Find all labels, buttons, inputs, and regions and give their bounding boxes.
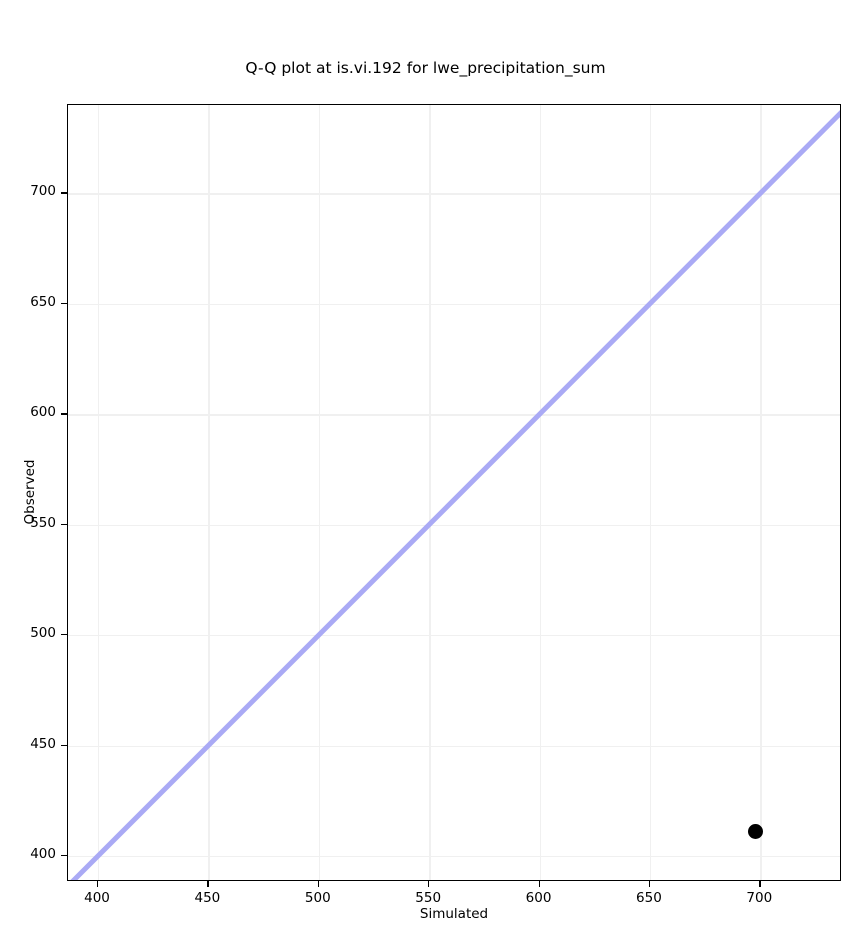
gridline-horizontal bbox=[68, 524, 840, 527]
y-tick-label: 700 bbox=[30, 183, 56, 200]
gridline-vertical bbox=[318, 105, 321, 880]
x-tick-mark bbox=[317, 881, 320, 887]
gridline-vertical bbox=[98, 105, 100, 880]
one-to-one-reference-line bbox=[70, 110, 840, 880]
y-tick-mark bbox=[61, 192, 67, 194]
y-tick-mark bbox=[61, 413, 67, 415]
title-line-1: Q-Q plot at is.vi.192 for lwe_precipitat… bbox=[245, 59, 606, 77]
gridline-vertical bbox=[649, 105, 652, 880]
gridline-vertical bbox=[429, 105, 431, 880]
x-tick-label: 700 bbox=[746, 890, 773, 906]
gridline-vertical bbox=[208, 105, 210, 880]
x-tick-label: 600 bbox=[525, 890, 552, 906]
x-tick-label: 650 bbox=[636, 890, 662, 906]
y-tick-label: 600 bbox=[30, 404, 56, 421]
plot-area bbox=[67, 104, 841, 881]
y-tick-label: 500 bbox=[30, 625, 56, 642]
data-point bbox=[748, 824, 764, 840]
y-axis-label: Observed bbox=[22, 459, 38, 525]
y-tick-mark bbox=[61, 744, 67, 746]
gridline-horizontal bbox=[68, 303, 840, 306]
x-tick-label: 500 bbox=[304, 890, 331, 906]
x-tick-mark bbox=[648, 881, 651, 887]
gridline-vertical bbox=[760, 105, 762, 880]
y-tick-label: 450 bbox=[30, 735, 56, 752]
y-tick-mark bbox=[61, 523, 67, 525]
gridline-horizontal bbox=[68, 635, 840, 637]
y-tick-mark bbox=[61, 854, 67, 857]
x-tick-label: 400 bbox=[84, 890, 110, 906]
reference-line-layer bbox=[70, 110, 840, 880]
x-tick-label: 550 bbox=[415, 890, 442, 906]
y-tick-mark bbox=[61, 302, 67, 305]
x-tick-mark bbox=[538, 881, 540, 887]
gridline-vertical bbox=[539, 105, 541, 880]
y-tick-label: 550 bbox=[30, 514, 56, 531]
x-tick-mark bbox=[759, 881, 761, 887]
gridline-horizontal bbox=[68, 855, 840, 858]
x-tick-mark bbox=[428, 881, 430, 887]
y-tick-label: 400 bbox=[30, 845, 56, 862]
gridline-horizontal bbox=[68, 414, 840, 416]
x-tick-label: 450 bbox=[194, 890, 221, 906]
x-axis-label: Simulated bbox=[419, 906, 489, 922]
x-tick-mark bbox=[97, 881, 99, 887]
gridline-horizontal bbox=[68, 745, 840, 747]
x-tick-mark bbox=[207, 881, 209, 887]
gridline-horizontal bbox=[68, 193, 840, 195]
y-tick-label: 650 bbox=[30, 293, 56, 310]
y-tick-mark bbox=[61, 634, 67, 636]
